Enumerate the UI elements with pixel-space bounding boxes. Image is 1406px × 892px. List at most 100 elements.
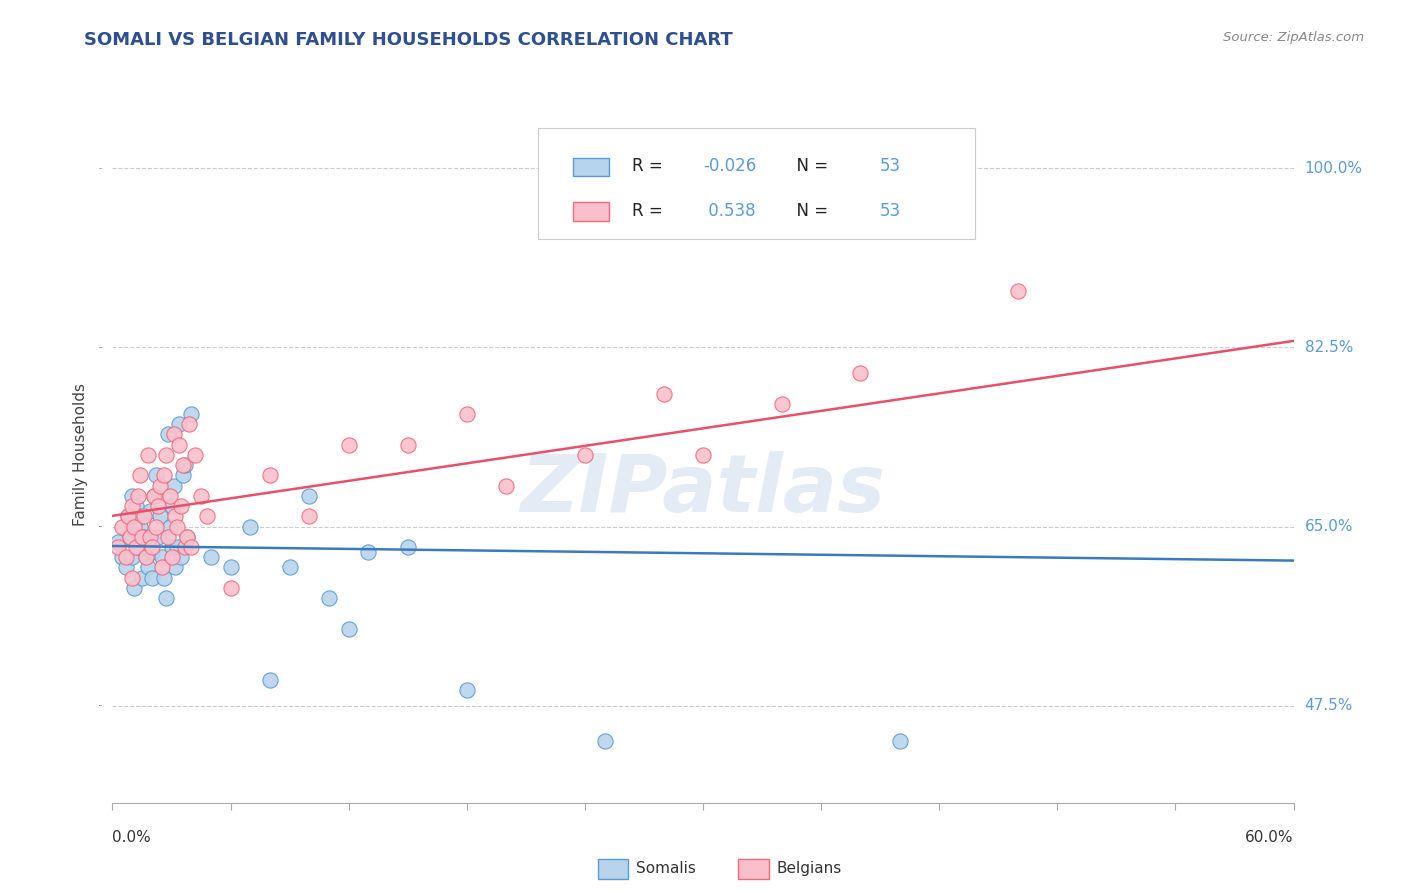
FancyBboxPatch shape [574, 202, 609, 221]
Point [166, 519, 188, 533]
Point [111, 550, 134, 565]
Point [141, 571, 163, 585]
Point [129, 468, 152, 483]
Point [357, 545, 380, 559]
Point [127, 489, 149, 503]
Text: 65.0%: 65.0% [1305, 519, 1353, 534]
Point [120, 530, 142, 544]
Point [125, 540, 148, 554]
Point [150, 560, 173, 574]
Point [141, 545, 163, 559]
Point [174, 540, 197, 554]
Point [165, 560, 187, 574]
Point [169, 417, 191, 432]
Text: 0.538: 0.538 [703, 202, 755, 219]
Point [195, 509, 218, 524]
Point [337, 438, 360, 452]
Point [127, 540, 149, 554]
Text: N =: N = [786, 157, 832, 175]
Point [107, 540, 129, 554]
Point [122, 519, 145, 533]
Point [107, 534, 129, 549]
Point [132, 509, 155, 524]
Point [849, 366, 872, 380]
Point [180, 540, 202, 554]
Point [174, 458, 197, 472]
Point [160, 499, 183, 513]
Point [770, 397, 793, 411]
Point [146, 499, 169, 513]
Point [115, 560, 138, 574]
Point [131, 530, 153, 544]
Point [132, 530, 155, 544]
FancyBboxPatch shape [574, 158, 609, 177]
Text: -0.026: -0.026 [703, 157, 756, 175]
Point [298, 509, 321, 524]
Point [219, 581, 242, 595]
Point [152, 571, 174, 585]
Point [145, 468, 167, 483]
Point [152, 468, 174, 483]
Point [692, 448, 714, 462]
Point [117, 509, 139, 524]
Point [117, 509, 139, 524]
Text: 53: 53 [880, 202, 901, 219]
Point [142, 489, 165, 503]
Text: N =: N = [786, 202, 832, 219]
Text: ZIPatlas: ZIPatlas [520, 450, 886, 529]
Point [136, 560, 159, 574]
Text: 100.0%: 100.0% [1305, 161, 1362, 176]
Point [298, 489, 321, 503]
Point [159, 519, 181, 533]
Point [165, 509, 187, 524]
Point [141, 540, 163, 554]
Point [239, 519, 262, 533]
Point [176, 530, 198, 544]
Point [184, 448, 207, 462]
Point [456, 683, 478, 698]
Point [166, 540, 188, 554]
Point [456, 407, 478, 421]
Point [162, 478, 184, 492]
Text: 82.5%: 82.5% [1305, 340, 1353, 355]
Point [122, 581, 145, 595]
Point [120, 530, 142, 544]
Point [139, 504, 162, 518]
Point [131, 571, 153, 585]
Point [149, 478, 172, 492]
Point [200, 550, 222, 565]
Point [179, 417, 201, 432]
Text: 47.5%: 47.5% [1305, 698, 1353, 713]
Point [160, 550, 183, 565]
Point [121, 550, 143, 565]
Point [180, 407, 202, 421]
Point [145, 519, 167, 533]
Text: Source: ZipAtlas.com: Source: ZipAtlas.com [1223, 31, 1364, 45]
Point [121, 519, 143, 533]
Text: 0.0%: 0.0% [112, 830, 152, 845]
Point [121, 489, 143, 503]
Point [574, 448, 596, 462]
Point [170, 499, 193, 513]
Text: 60.0%: 60.0% [1246, 830, 1294, 845]
Point [396, 540, 419, 554]
Point [190, 489, 212, 503]
Point [139, 530, 162, 544]
Text: 53: 53 [880, 157, 901, 175]
Point [1007, 284, 1029, 298]
Point [160, 540, 183, 554]
Point [150, 550, 173, 565]
Point [131, 509, 153, 524]
Point [115, 550, 138, 565]
Point [136, 448, 159, 462]
Point [495, 478, 517, 492]
Point [142, 489, 165, 503]
Point [162, 427, 184, 442]
Point [278, 560, 301, 574]
Point [156, 427, 179, 442]
Text: R =: R = [633, 202, 668, 219]
Point [172, 468, 194, 483]
Point [337, 622, 360, 636]
Point [121, 571, 143, 585]
Point [135, 550, 157, 565]
